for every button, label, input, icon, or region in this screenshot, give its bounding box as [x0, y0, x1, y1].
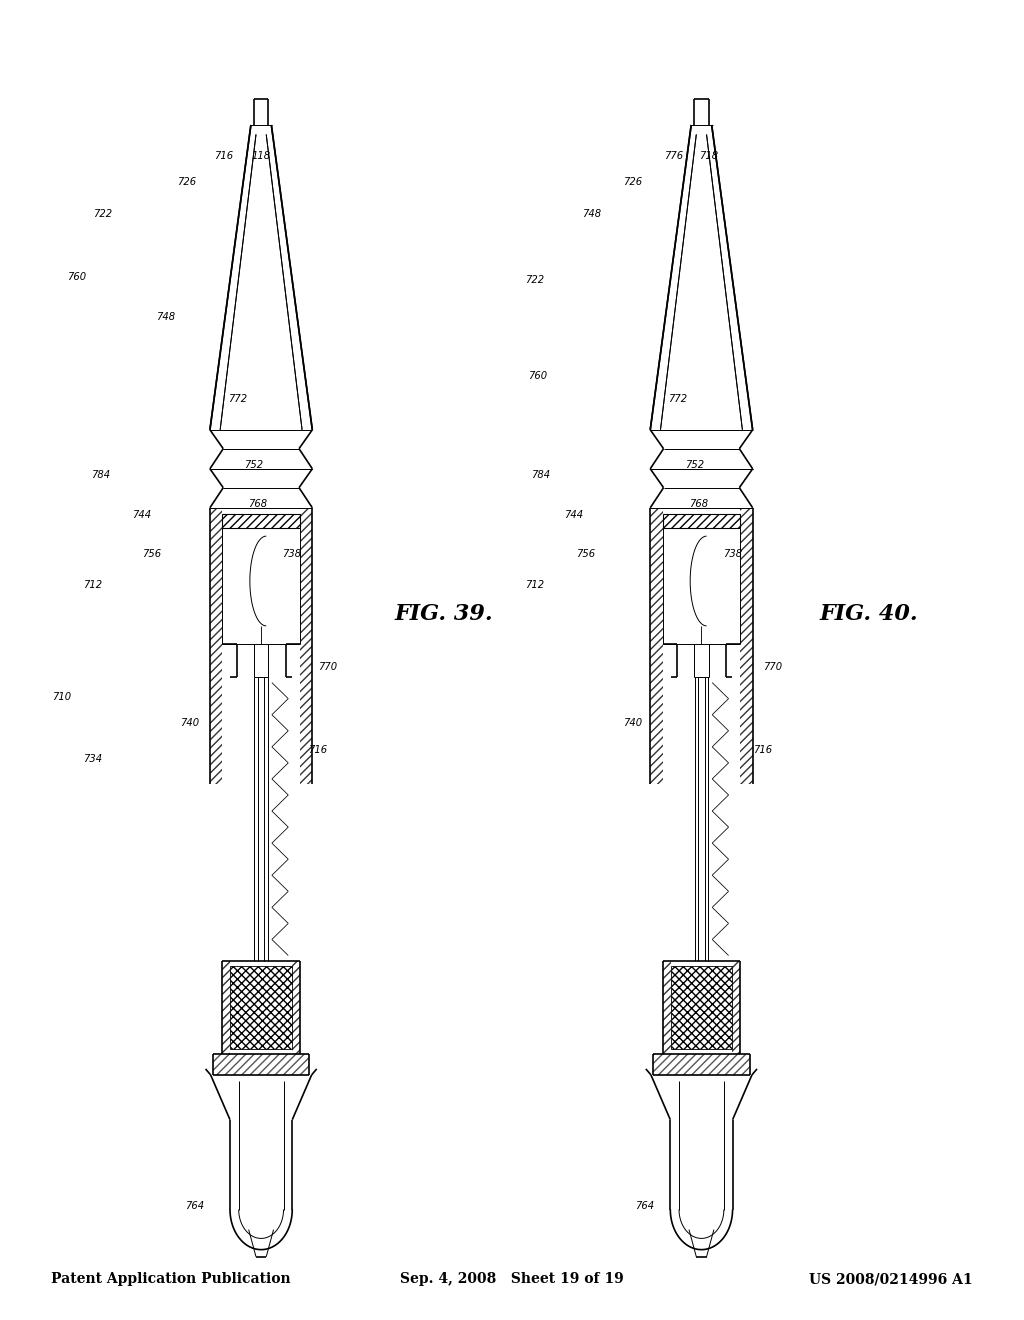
Bar: [650, 508, 663, 784]
Bar: [292, 961, 300, 1053]
Text: 772: 772: [669, 393, 687, 404]
Text: 740: 740: [180, 718, 199, 729]
Polygon shape: [210, 125, 312, 430]
Text: FIG. 40.: FIG. 40.: [819, 603, 918, 624]
Text: 716: 716: [308, 744, 327, 755]
Bar: [210, 508, 222, 784]
Text: 712: 712: [83, 579, 101, 590]
Bar: [653, 1053, 750, 1074]
Text: Patent Application Publication: Patent Application Publication: [51, 1272, 291, 1287]
Text: 770: 770: [318, 661, 337, 672]
Text: 722: 722: [525, 275, 544, 285]
Text: 756: 756: [142, 549, 161, 560]
Bar: [300, 508, 312, 784]
Text: 716: 716: [754, 744, 772, 755]
Text: 784: 784: [91, 470, 110, 480]
Text: 734: 734: [83, 754, 101, 764]
Polygon shape: [650, 125, 753, 430]
Text: 738: 738: [723, 549, 741, 560]
Text: 752: 752: [685, 459, 703, 470]
Text: 748: 748: [157, 312, 175, 322]
Bar: [222, 513, 300, 528]
Text: 752: 752: [245, 459, 263, 470]
Text: 768: 768: [689, 499, 708, 510]
Text: 768: 768: [249, 499, 267, 510]
Text: 776: 776: [665, 150, 683, 161]
Text: 722: 722: [93, 209, 112, 219]
Text: 784: 784: [531, 470, 550, 480]
Bar: [230, 966, 292, 1049]
Text: 718: 718: [699, 150, 718, 161]
Text: US 2008/0214996 A1: US 2008/0214996 A1: [809, 1272, 973, 1287]
Text: 744: 744: [132, 510, 151, 520]
Text: 710: 710: [52, 692, 71, 702]
Bar: [732, 961, 740, 1053]
Bar: [213, 1053, 309, 1074]
Text: 118: 118: [252, 150, 270, 161]
Text: 760: 760: [68, 272, 86, 282]
Text: Sep. 4, 2008   Sheet 19 of 19: Sep. 4, 2008 Sheet 19 of 19: [400, 1272, 624, 1287]
Text: 760: 760: [528, 371, 547, 381]
Bar: [671, 966, 732, 1049]
Text: 740: 740: [624, 718, 642, 729]
Text: 756: 756: [577, 549, 595, 560]
Text: 764: 764: [185, 1201, 204, 1212]
Text: 748: 748: [583, 209, 601, 219]
Text: 726: 726: [624, 177, 642, 187]
Bar: [663, 513, 740, 528]
Text: 764: 764: [636, 1201, 654, 1212]
Text: 738: 738: [283, 549, 301, 560]
Bar: [222, 961, 230, 1053]
Text: 726: 726: [177, 177, 196, 187]
Bar: [663, 961, 671, 1053]
Text: FIG. 39.: FIG. 39.: [394, 603, 493, 624]
Text: 716: 716: [214, 150, 232, 161]
Text: 772: 772: [228, 393, 247, 404]
Text: 744: 744: [564, 510, 583, 520]
Bar: [740, 508, 753, 784]
Text: 712: 712: [525, 579, 544, 590]
Text: 770: 770: [764, 661, 782, 672]
